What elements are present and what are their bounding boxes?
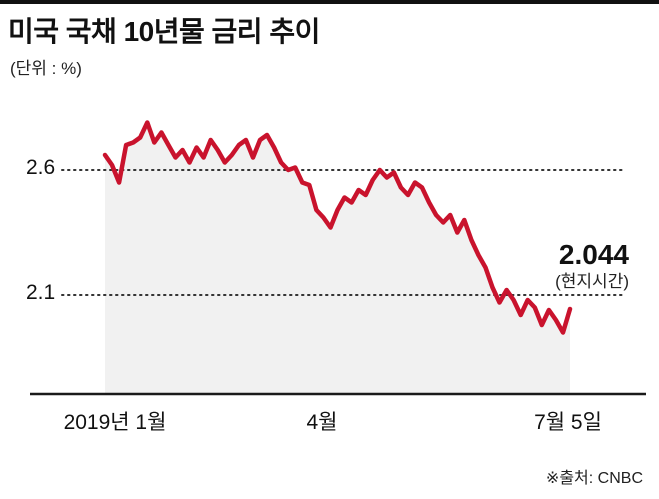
x-axis-label-april: 4월 (306, 411, 338, 434)
latest-value-annotation: 2.044 (현지시간) (555, 239, 629, 293)
latest-value-note: (현지시간) (555, 271, 629, 291)
source-credit: ※출처: CNBC (545, 470, 643, 487)
top-border-rule (0, 0, 659, 4)
page-title: 미국 국채 10년물 금리 추이 (8, 16, 320, 47)
area-fill (105, 122, 570, 394)
y-axis-label-2-6: 2.6 (26, 156, 56, 179)
x-axis-label-jan-2019: 2019년 1월 (63, 411, 167, 434)
x-axis-label-july-5: 7월 5일 (534, 411, 602, 434)
price-line (102, 120, 573, 335)
latest-value: 2.044 (558, 239, 629, 270)
unit-label: (단위 : %) (10, 59, 82, 78)
y-axis-label-2-1: 2.1 (26, 281, 56, 304)
